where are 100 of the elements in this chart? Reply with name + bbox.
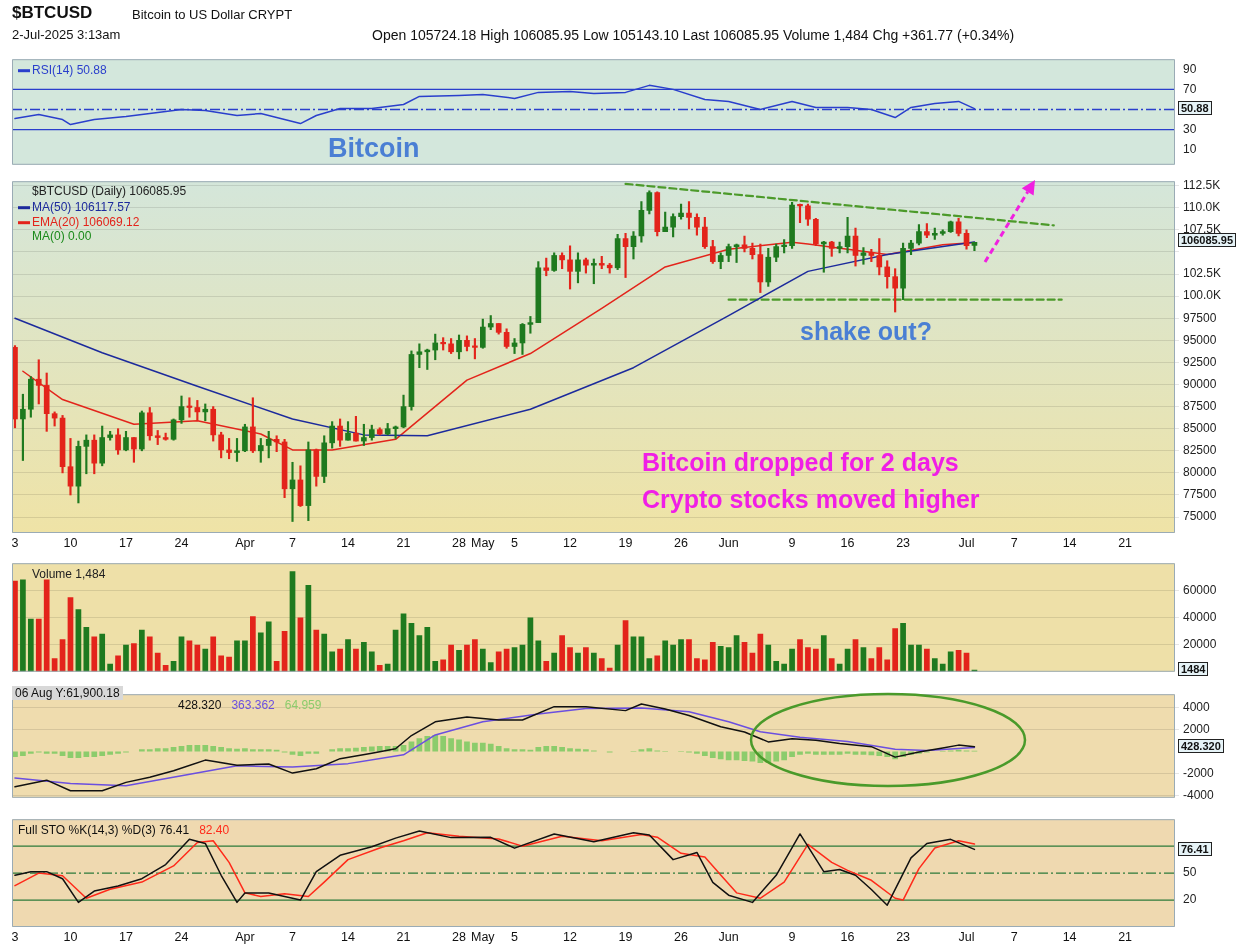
annotation: shake out?	[800, 317, 932, 346]
annotation: $BTCUSD (Daily) 106085.95	[32, 184, 187, 198]
annotation: Bitcoin dropped for 2 days	[642, 448, 959, 477]
x-tick-label: Apr	[235, 535, 255, 550]
bar	[384, 663, 391, 672]
x-tick-label: Jul	[958, 535, 975, 550]
bar	[154, 652, 161, 672]
bar	[43, 579, 50, 672]
bar	[329, 651, 336, 672]
bar	[575, 652, 581, 672]
bar	[805, 647, 811, 672]
text: 106085.95	[1178, 233, 1236, 247]
bar	[479, 648, 486, 672]
bar	[194, 744, 201, 752]
bar	[337, 748, 343, 752]
x-tick-label: 7	[1010, 929, 1018, 944]
bar	[321, 633, 328, 672]
bar	[583, 647, 589, 672]
x-tick-label: 14	[341, 929, 356, 944]
x-tick-label: 14	[1062, 535, 1077, 550]
bar	[107, 751, 113, 755]
x-tick-label: 24	[174, 929, 189, 944]
bar	[170, 747, 177, 752]
text: 2-Jul-2025 3:13am	[12, 27, 121, 42]
bar	[797, 751, 803, 755]
bar	[590, 652, 597, 672]
bar	[781, 663, 787, 672]
x-tick-label: 28	[452, 535, 467, 550]
bar	[828, 751, 835, 755]
bar	[257, 632, 264, 672]
bar	[598, 658, 605, 672]
bar	[210, 746, 217, 752]
bar	[83, 627, 90, 672]
y-tick-label: 60000	[1183, 582, 1217, 597]
bar	[900, 622, 906, 672]
bar	[361, 641, 367, 672]
bar	[400, 744, 407, 752]
bar	[91, 751, 98, 758]
bar	[686, 639, 692, 672]
bar	[487, 662, 494, 672]
bar	[820, 635, 827, 672]
bar	[662, 640, 669, 672]
bar	[535, 640, 542, 672]
bar	[884, 659, 891, 672]
bar	[99, 751, 106, 756]
y-tick-label: -2000	[1183, 765, 1215, 780]
bar	[440, 659, 447, 672]
bar	[487, 743, 494, 752]
x-tick-label: 9	[788, 535, 796, 550]
bar	[701, 751, 708, 756]
bar	[805, 751, 811, 754]
bar	[575, 748, 581, 752]
text: 64.959	[284, 697, 322, 712]
bar	[432, 734, 439, 752]
x-tick-label: 21	[396, 535, 411, 550]
series-label: Full STO %K(14,3) %D(3) 76.41	[18, 822, 190, 837]
bar	[138, 629, 145, 672]
bar	[836, 663, 843, 672]
x-tick-label: May	[471, 929, 496, 944]
x-tick-label: 19	[618, 929, 633, 944]
text: 428.320	[178, 697, 222, 712]
x-tick-label: 12	[563, 535, 578, 550]
x-tick-label: 3	[11, 929, 19, 944]
bar	[709, 751, 716, 759]
bar	[813, 751, 819, 755]
bar	[210, 636, 217, 672]
bar	[265, 749, 272, 752]
text: 363.362	[231, 697, 276, 712]
bar	[448, 738, 454, 752]
bar	[218, 747, 224, 752]
bar	[20, 751, 26, 756]
bar	[924, 648, 930, 672]
bar	[694, 658, 700, 672]
bar	[99, 633, 106, 672]
x-tick-label: 26	[674, 929, 689, 944]
bar	[456, 650, 462, 672]
bar	[194, 644, 201, 672]
bar	[511, 749, 518, 752]
bar	[43, 751, 50, 754]
y-tick-label: 70	[1183, 81, 1197, 96]
bar	[448, 644, 454, 672]
bar	[916, 644, 922, 672]
bar	[559, 747, 565, 752]
bar	[123, 644, 129, 672]
bar	[813, 648, 819, 672]
series-label: 82.40	[199, 822, 230, 837]
bar	[797, 639, 803, 672]
bar	[146, 636, 153, 672]
bar	[717, 751, 724, 760]
text: 1484	[1178, 662, 1209, 676]
bar	[694, 751, 700, 754]
bar	[257, 749, 264, 752]
annotation: Bitcoin	[328, 133, 420, 164]
x-tick-label: 16	[840, 929, 855, 944]
bar	[226, 748, 232, 752]
x-tick-label: 3	[11, 535, 19, 550]
bar	[543, 746, 550, 752]
bar	[670, 644, 676, 672]
y-tick-label: 100.0K	[1183, 288, 1222, 303]
bar	[242, 640, 248, 672]
